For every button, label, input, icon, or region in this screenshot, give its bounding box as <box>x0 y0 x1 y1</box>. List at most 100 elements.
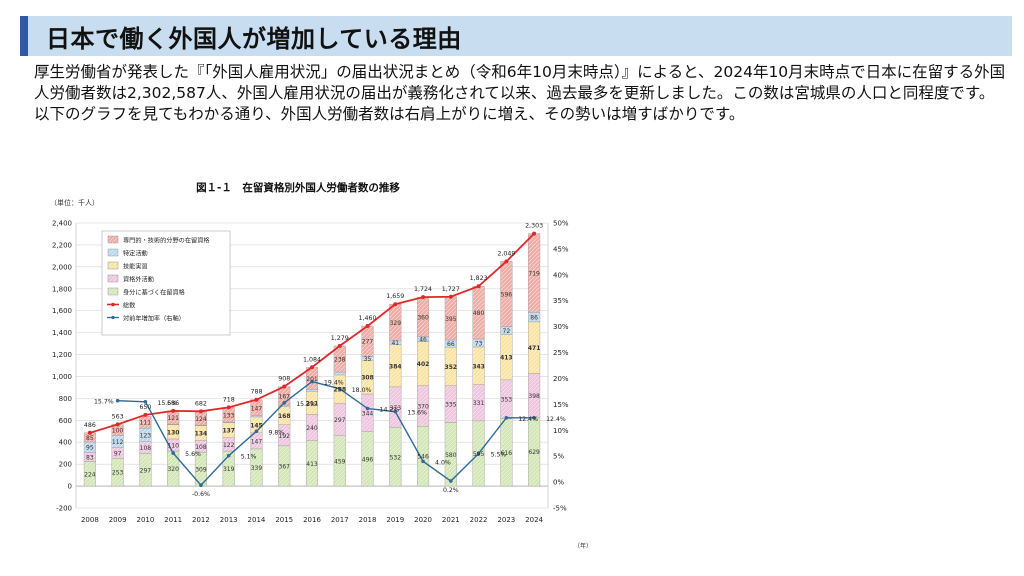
right-axis-tick: 10% <box>553 427 569 435</box>
right-axis-tick: 35% <box>553 297 569 305</box>
bar-value-label: 123 <box>140 432 152 439</box>
bar-value-label: 137 <box>222 428 235 435</box>
bar-value-label: 253 <box>112 470 124 477</box>
bar-value-label: 343 <box>472 363 485 370</box>
right-axis-tick: 25% <box>553 349 569 357</box>
bar-value-label: 167 <box>279 393 291 400</box>
legend-box <box>101 230 231 336</box>
total-point <box>171 408 176 413</box>
growth-value-label: 9.8% <box>268 429 284 436</box>
total-value-label: 1,724 <box>414 286 432 293</box>
bar-value-label: 110 <box>167 442 179 449</box>
growth-point <box>449 479 453 483</box>
legend-swatch-status_based <box>107 287 119 296</box>
bar-value-label: 413 <box>500 355 513 362</box>
bar-value-label: 73 <box>475 340 483 347</box>
growth-point <box>254 429 259 434</box>
bar-value-label: 629 <box>528 449 540 456</box>
growth-point <box>476 451 481 456</box>
total-point <box>337 343 342 348</box>
bar-value-label: 97 <box>114 451 122 458</box>
total-point <box>310 365 314 370</box>
bar-value-label: 384 <box>389 363 402 370</box>
left-axis-tick: 1,400 <box>52 329 72 337</box>
total-value-label: 1,727 <box>442 286 460 293</box>
right-axis-tick: 0% <box>553 479 564 487</box>
x-axis-tick: 2014 <box>248 516 266 524</box>
total-point <box>421 295 426 300</box>
x-axis-tick: 2015 <box>275 516 293 524</box>
x-axis-tick: 2021 <box>442 516 460 524</box>
growth-value-label: 5.1% <box>241 454 257 461</box>
total-point <box>143 412 148 417</box>
total-value-label: 788 <box>250 389 262 396</box>
total-point <box>282 384 287 389</box>
bar-value-label: 398 <box>528 393 540 400</box>
bar-value-label: 596 <box>501 292 513 299</box>
right-axis-tick: 5% <box>553 453 564 461</box>
chart-title: 図１-１ 在留資格別外国人労働者数の推移 <box>196 181 400 194</box>
bar-value-label: 224 <box>84 471 96 478</box>
growth-point <box>143 399 148 404</box>
right-axis-tick: 40% <box>553 271 569 279</box>
bar-value-label: 86 <box>530 315 538 322</box>
total-value-label: 1,823 <box>470 275 488 282</box>
growth-value-label: 15.3% <box>296 401 316 408</box>
left-axis-tick: 600 <box>59 417 72 425</box>
bar-value-label: 201 <box>306 376 318 383</box>
x-axis-tick: 2022 <box>470 516 488 524</box>
bar-value-label: 133 <box>223 412 235 419</box>
bar-value-label: 72 <box>503 328 511 335</box>
legend-label: 身分に基づく在留資格 <box>123 289 186 297</box>
total-point <box>448 294 453 299</box>
page-title: 日本で働く外国人が増加している理由 <box>46 25 462 53</box>
bar-value-label: 471 <box>528 345 541 352</box>
growth-point <box>393 409 398 414</box>
left-axis-tick: 1,600 <box>52 307 72 315</box>
bar-value-label: 41 <box>391 340 399 347</box>
legend-swatch-activity_outside <box>107 274 119 283</box>
bar-value-label: 192 <box>279 433 291 440</box>
x-axis-tick: 2020 <box>414 516 432 524</box>
bar-value-label: 320 <box>167 466 179 473</box>
bar-value-label: 46 <box>419 337 427 344</box>
legend-label: 技能実習 <box>123 263 148 271</box>
bar-value-label: 258 <box>333 387 346 394</box>
growth-value-label: 14.2% <box>380 407 400 414</box>
x-axis-tick: 2010 <box>136 516 154 524</box>
total-value-label: 682 <box>195 400 207 407</box>
bar-value-label: 85 <box>86 435 94 442</box>
left-axis-tick: 1,800 <box>52 285 72 293</box>
bar-value-label: 124 <box>195 416 207 423</box>
total-point <box>198 409 203 414</box>
bar-value-label: 616 <box>501 450 513 457</box>
bar-value-label: 370 <box>417 403 429 410</box>
left-axis-tick: 2,000 <box>52 263 72 271</box>
total-value-label: 563 <box>112 413 124 420</box>
intro-paragraph-1: 厚生労働省が発表した『「外国人雇用状況」の届出状況まとめ（令和6年10月末時点）… <box>34 63 1006 102</box>
growth-point <box>310 379 314 384</box>
total-value-label: 1,460 <box>359 315 377 322</box>
legend-label: 専門的・技術的分野の在留資格 <box>123 237 210 245</box>
bar-value-label: 459 <box>334 458 346 465</box>
left-axis-tick: 2,200 <box>52 241 72 249</box>
growth-value-label: 5.5% <box>491 452 507 459</box>
bar-value-label: 353 <box>501 397 513 404</box>
bar-value-label: 344 <box>362 410 374 417</box>
bar-value-label: 35 <box>364 356 372 363</box>
growth-value-label: 15.7% <box>94 399 114 406</box>
bar-value-label: 335 <box>445 402 457 409</box>
left-axis-tick: 1,000 <box>52 373 72 381</box>
total-value-label: 908 <box>278 376 290 383</box>
bar-value-label: 240 <box>306 425 318 432</box>
bar-value-label: 108 <box>140 445 152 452</box>
growth-point <box>115 398 120 403</box>
bar-segment-designated <box>305 389 319 392</box>
bar-value-label: 331 <box>473 400 485 407</box>
left-axis-tick: 1,200 <box>52 351 72 359</box>
bar-value-label: 121 <box>167 415 179 422</box>
bar-value-label: 360 <box>417 314 429 321</box>
growth-value-label: 18.0% <box>352 387 372 394</box>
total-point <box>393 302 398 307</box>
bar-value-label: 595 <box>473 451 485 458</box>
